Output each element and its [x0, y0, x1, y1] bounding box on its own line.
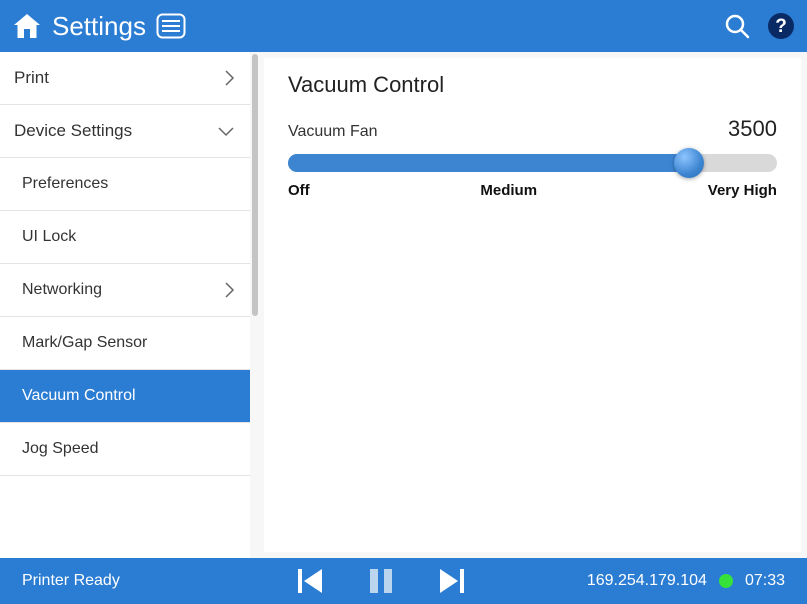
svg-text:?: ? [775, 16, 787, 37]
pause-icon[interactable] [370, 569, 392, 593]
skip-forward-icon[interactable] [438, 569, 464, 593]
menu-icon[interactable] [156, 13, 186, 39]
slider-track[interactable] [288, 154, 777, 172]
help-icon[interactable]: ? [767, 12, 795, 40]
sidebar-item-label: Mark/Gap Sensor [22, 334, 236, 352]
sidebar: Print Device Settings Preferences UI Lock Ne… [0, 52, 250, 558]
chevron-down-icon [216, 124, 236, 138]
app-header: Settings ? [0, 0, 807, 52]
sidebar-item-jog-speed[interactable]: Jog Speed [0, 423, 250, 476]
sidebar-item-device-settings[interactable]: Device Settings [0, 105, 250, 158]
main-panel: Vacuum Control Vacuum Fan 3500 Off Mediu… [264, 58, 801, 552]
status-dot-icon [719, 574, 733, 588]
sidebar-item-print[interactable]: Print [0, 52, 250, 105]
home-icon[interactable] [12, 12, 42, 40]
sidebar-item-label: Networking [22, 281, 222, 299]
vacuum-fan-slider-group: Vacuum Fan 3500 Off Medium Very High [288, 116, 777, 199]
sidebar-item-networking[interactable]: Networking [0, 264, 250, 317]
chevron-right-icon [222, 280, 236, 300]
sidebar-item-ui-lock[interactable]: UI Lock [0, 211, 250, 264]
chevron-right-icon [222, 68, 236, 88]
sidebar-item-preferences[interactable]: Preferences [0, 158, 250, 211]
ip-address: 169.254.179.104 [587, 572, 707, 590]
printer-status: Printer Ready [22, 572, 120, 590]
slider-fill [288, 154, 689, 172]
slider-scale-right: Very High [708, 182, 777, 199]
slider-label: Vacuum Fan [288, 123, 728, 141]
page-title: Settings [52, 11, 146, 42]
sidebar-item-label: Jog Speed [22, 440, 236, 458]
slider-scale-left: Off [288, 182, 310, 199]
search-icon[interactable] [723, 12, 751, 40]
body: Print Device Settings Preferences UI Lock Ne… [0, 52, 807, 558]
slider-scale-mid: Medium [480, 182, 537, 199]
scrollbar[interactable] [252, 54, 258, 316]
skip-back-icon[interactable] [298, 569, 324, 593]
sidebar-item-label: Print [14, 68, 222, 88]
slider-thumb[interactable] [674, 148, 704, 178]
slider-value: 3500 [728, 116, 777, 142]
panel-title: Vacuum Control [288, 72, 777, 98]
sidebar-item-label: Device Settings [14, 121, 216, 141]
clock: 07:33 [745, 572, 785, 590]
footer: Printer Ready 169.254.179.104 07:33 [0, 558, 807, 604]
sidebar-item-label: UI Lock [22, 228, 236, 246]
sidebar-item-label: Vacuum Control [22, 387, 236, 405]
sidebar-item-label: Preferences [22, 175, 236, 193]
sidebar-item-mark-gap-sensor[interactable]: Mark/Gap Sensor [0, 317, 250, 370]
sidebar-item-vacuum-control[interactable]: Vacuum Control [0, 370, 250, 423]
